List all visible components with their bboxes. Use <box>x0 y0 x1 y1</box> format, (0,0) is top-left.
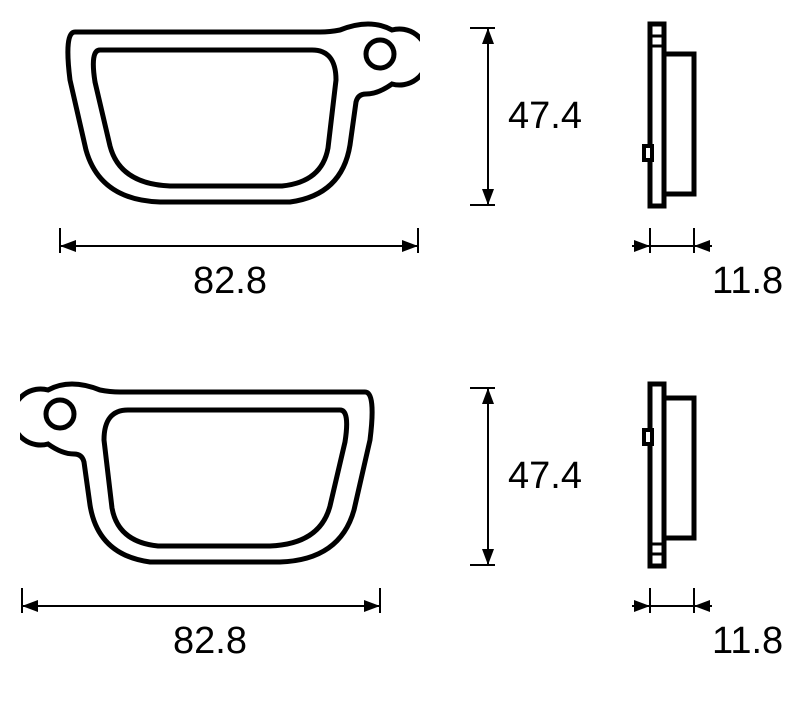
thickness-label: 11.8 <box>712 260 800 303</box>
thickness-label: 11.8 <box>712 620 800 663</box>
pad-row-2: 82.8 47.4 11.8 <box>0 360 800 720</box>
technical-drawing: 82.8 47.4 1 <box>0 0 800 718</box>
dimension-height <box>440 370 500 580</box>
dimension-height <box>440 10 500 220</box>
height-label: 47.4 <box>508 95 608 138</box>
dimension-thickness <box>620 588 720 658</box>
width-label: 82.8 <box>130 620 290 663</box>
height-label: 47.4 <box>508 455 608 498</box>
brake-pad-front-view <box>20 10 420 220</box>
brake-pad-front-view <box>20 370 420 580</box>
dimension-thickness <box>620 228 720 298</box>
pad-row-1: 82.8 47.4 1 <box>0 0 800 360</box>
brake-pad-side-view <box>630 370 710 580</box>
width-label: 82.8 <box>150 260 310 303</box>
brake-pad-side-view <box>630 10 710 220</box>
